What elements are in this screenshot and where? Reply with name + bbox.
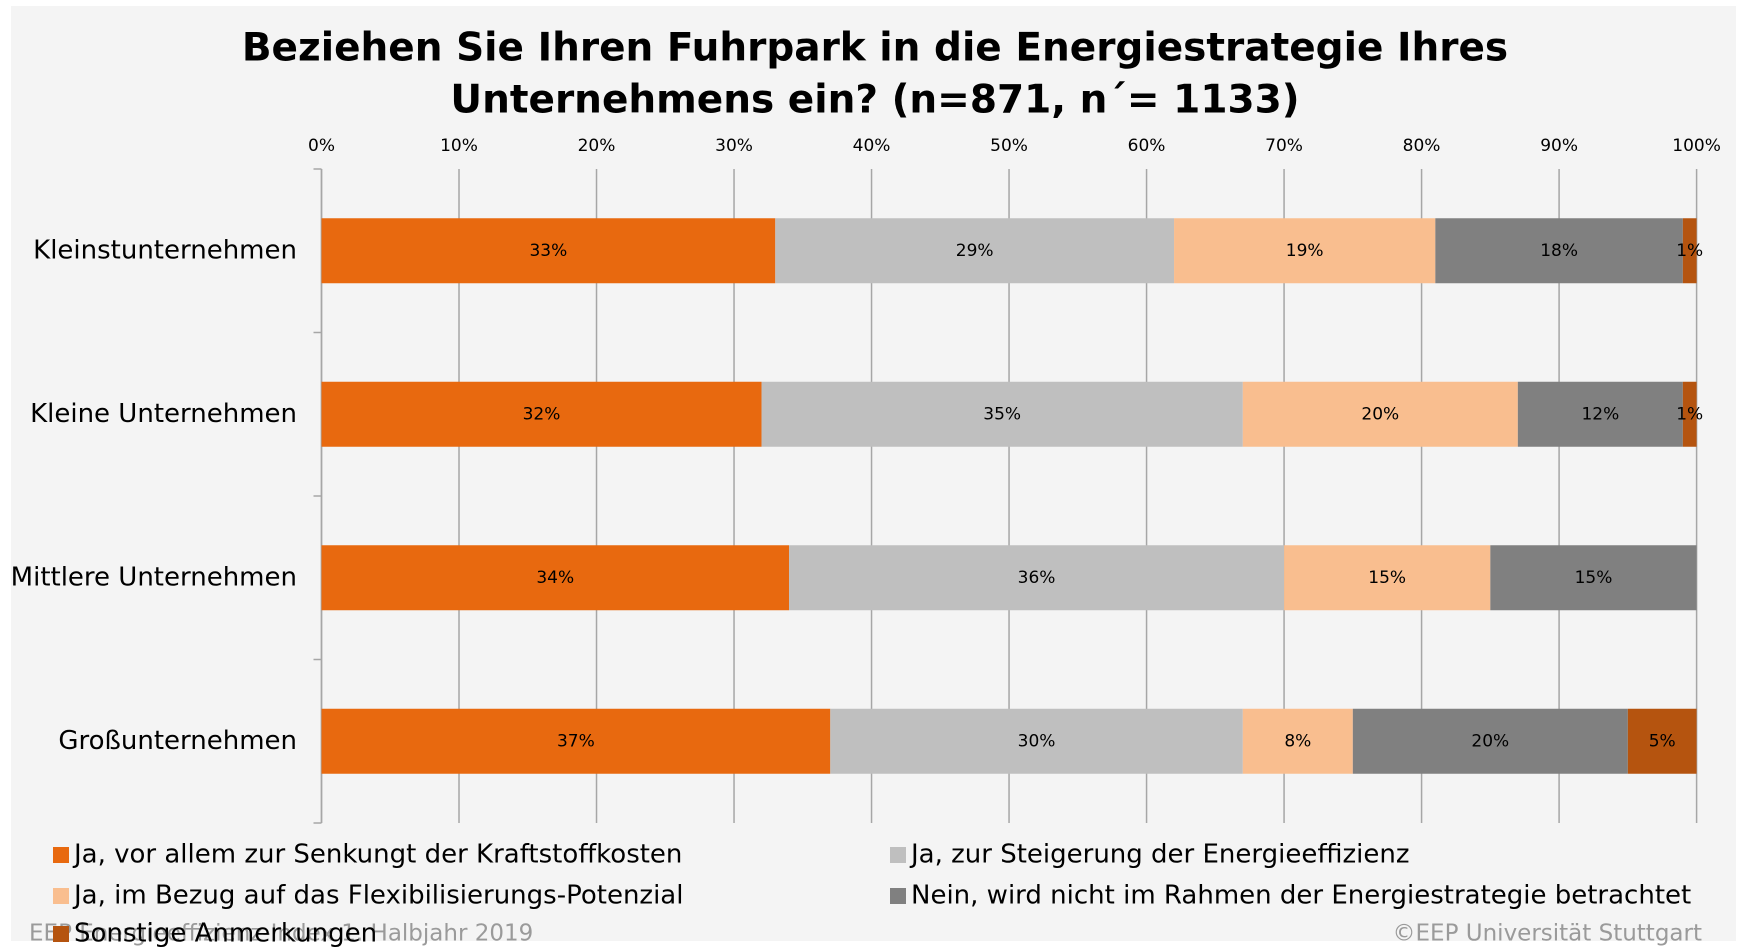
- data-label: 20%: [1471, 731, 1509, 751]
- chart-title: Beziehen Sie Ihren Fuhrpark in die Energ…: [242, 26, 1508, 71]
- legend-label: Sonstige Anmerkungen: [74, 919, 377, 947]
- y-tick-label: Kleinstunternehmen: [33, 235, 297, 265]
- x-tick-label: 80%: [1403, 136, 1441, 156]
- x-tick-label: 40%: [853, 136, 891, 156]
- bar-segment: [1242, 708, 1353, 774]
- legend-swatch: [53, 847, 69, 863]
- data-label: 12%: [1581, 404, 1619, 424]
- bar-segment: [321, 545, 790, 611]
- footer: EEP Energieeffizienz-Index 1. Halbjahr 2…: [29, 921, 533, 947]
- data-label: 37%: [557, 731, 595, 751]
- bar-segment: [1490, 545, 1697, 611]
- data-label: 15%: [1575, 568, 1613, 588]
- bar-segment: [321, 381, 762, 447]
- footer: ©EEP Universität Stuttgart: [1393, 921, 1702, 947]
- x-tick-label: 60%: [1128, 136, 1166, 156]
- bar-segment: [321, 218, 776, 284]
- bar-segment: [1627, 708, 1697, 774]
- data-label: 36%: [1018, 568, 1056, 588]
- bar-segment: [1174, 218, 1436, 284]
- x-tick-label: 30%: [715, 136, 753, 156]
- bar-segment: [1435, 218, 1683, 284]
- x-tick-label: 100%: [1672, 136, 1721, 156]
- data-label: 35%: [983, 404, 1021, 424]
- bar-segment: [1682, 218, 1697, 284]
- bar-segment: [761, 381, 1243, 447]
- x-tick-label: 0%: [308, 136, 335, 156]
- data-label: 30%: [1018, 731, 1056, 751]
- bar-segment: [1242, 381, 1518, 447]
- data-label: 34%: [536, 568, 574, 588]
- legend-label: Ja, zur Steigerung der Energieeffizienz: [909, 840, 1409, 870]
- bar-segment: [1682, 381, 1697, 447]
- x-tick-label: 70%: [1265, 136, 1303, 156]
- legend-swatch: [53, 926, 69, 942]
- bar-segment: [1517, 381, 1683, 447]
- data-label: 33%: [529, 241, 567, 261]
- chart-title: Unternehmens ein? (n=871, n´= 1133): [450, 78, 1299, 123]
- bar-segment: [1284, 545, 1491, 611]
- x-tick-label: 10%: [440, 136, 478, 156]
- legend-swatch: [890, 847, 906, 863]
- data-label: 1%: [1676, 241, 1703, 261]
- x-tick-label: 90%: [1540, 136, 1578, 156]
- bar-segment: [321, 708, 831, 774]
- bar-segment: [830, 708, 1243, 774]
- legend-label: Ja, vor allem zur Senkungt der Kraftstof…: [72, 840, 682, 870]
- x-tick-label: 20%: [578, 136, 616, 156]
- data-label: 1%: [1676, 404, 1703, 424]
- data-label: 20%: [1361, 404, 1399, 424]
- data-label: 19%: [1286, 241, 1324, 261]
- bar-segment: [1352, 708, 1628, 774]
- data-label: 29%: [956, 241, 994, 261]
- legend-swatch: [53, 888, 69, 904]
- y-tick-label: Kleine Unternehmen: [30, 399, 297, 429]
- bar-segment: [775, 218, 1175, 284]
- legend-label: Ja, im Bezug auf das Flexibilisierungs-P…: [72, 881, 683, 911]
- bar-segment: [789, 545, 1285, 611]
- background: [11, 6, 1736, 941]
- y-tick-label: Mittlere Unternehmen: [11, 562, 297, 592]
- x-tick-label: 50%: [990, 136, 1028, 156]
- legend-label: Nein, wird nicht im Rahmen der Energiest…: [911, 881, 1691, 911]
- data-label: 32%: [523, 404, 561, 424]
- data-label: 5%: [1649, 731, 1676, 751]
- legend-swatch: [890, 888, 906, 904]
- y-tick-label: Großunternehmen: [58, 726, 297, 756]
- data-label: 15%: [1368, 568, 1406, 588]
- data-label: 8%: [1284, 731, 1311, 751]
- data-label: 18%: [1540, 241, 1578, 261]
